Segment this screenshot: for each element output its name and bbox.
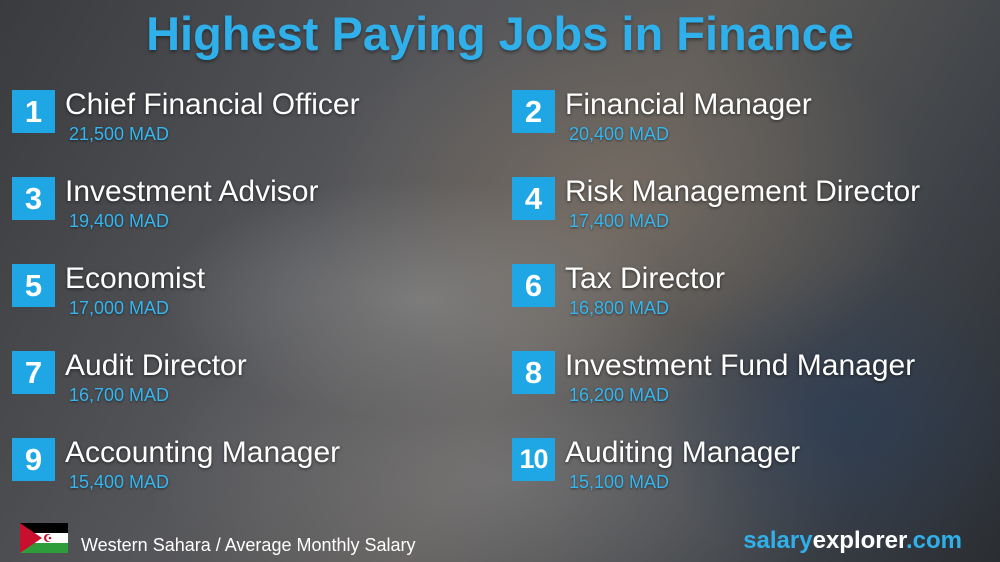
- rank-badge: 10: [512, 438, 555, 481]
- salaryexplorer-logo[interactable]: salaryexplorer.com: [743, 527, 962, 554]
- job-title: Chief Financial Officer: [65, 88, 360, 121]
- job-item: 10 Auditing Manager 15,100 MAD: [512, 436, 982, 516]
- rank-badge: 3: [12, 177, 55, 220]
- job-item: 7 Audit Director 16,700 MAD: [12, 349, 482, 429]
- rank-badge: 9: [12, 438, 55, 481]
- job-title: Audit Director: [65, 349, 247, 382]
- footer-caption: Western Sahara / Average Monthly Salary: [81, 535, 416, 555]
- job-salary: 15,100 MAD: [569, 472, 670, 492]
- job-title: Economist: [65, 262, 206, 295]
- job-salary: 16,800 MAD: [569, 298, 670, 318]
- job-item: 8 Investment Fund Manager 16,200 MAD: [512, 349, 982, 429]
- job-title: Investment Advisor: [65, 175, 319, 208]
- job-item: 6 Tax Director 16,800 MAD: [512, 262, 982, 342]
- rank-badge: 2: [512, 90, 555, 133]
- job-salary: 16,200 MAD: [569, 385, 670, 405]
- job-title: Investment Fund Manager: [565, 349, 916, 382]
- rank-badge: 8: [512, 351, 555, 394]
- job-title: Tax Director: [565, 262, 726, 295]
- job-salary: 19,400 MAD: [69, 211, 170, 231]
- job-item: 5 Economist 17,000 MAD: [12, 262, 482, 342]
- job-salary: 17,400 MAD: [569, 211, 670, 231]
- job-title: Risk Management Director: [565, 175, 921, 208]
- job-item: 4 Risk Management Director 17,400 MAD: [512, 175, 982, 255]
- job-title: Financial Manager: [565, 88, 812, 121]
- job-title: Auditing Manager: [565, 436, 801, 469]
- job-item: 1 Chief Financial Officer 21,500 MAD: [12, 88, 482, 168]
- page-title: Highest Paying Jobs in Finance: [146, 7, 854, 60]
- job-salary: 15,400 MAD: [69, 472, 170, 492]
- rank-badge: 5: [12, 264, 55, 307]
- job-title: Accounting Manager: [65, 436, 341, 469]
- job-salary: 20,400 MAD: [569, 124, 670, 144]
- rank-badge: 4: [512, 177, 555, 220]
- job-item: 3 Investment Advisor 19,400 MAD: [12, 175, 482, 255]
- western-sahara-flag: [20, 523, 68, 553]
- job-item: 9 Accounting Manager 15,400 MAD: [12, 436, 482, 516]
- rank-badge: 1: [12, 90, 55, 133]
- job-item: 2 Financial Manager 20,400 MAD: [512, 88, 982, 168]
- job-salary: 21,500 MAD: [69, 124, 170, 144]
- job-salary: 17,000 MAD: [69, 298, 170, 318]
- job-salary: 16,700 MAD: [69, 385, 170, 405]
- rank-badge: 6: [512, 264, 555, 307]
- rank-badge: 7: [12, 351, 55, 394]
